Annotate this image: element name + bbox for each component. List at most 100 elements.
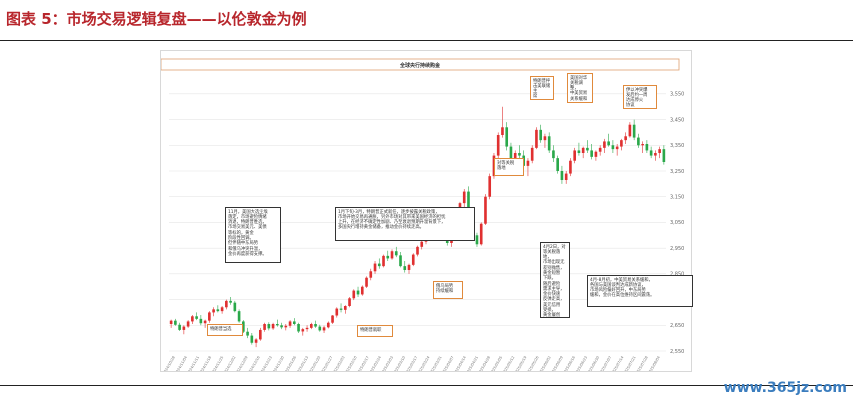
y-axis-tick-labels: 2,5502,6502,7502,8502,9503,0503,1503,250… bbox=[670, 92, 684, 355]
candle-body bbox=[394, 251, 398, 256]
candle-body bbox=[373, 263, 377, 272]
candle-body bbox=[178, 324, 181, 330]
annotation-late-period-note: 4月-8月初，中美贸易关系缓和， 各国与美国谈判达成新协议， 市场风险偏好回升，… bbox=[587, 275, 693, 307]
candle-body bbox=[276, 324, 279, 326]
candle bbox=[411, 253, 415, 267]
candle-body bbox=[649, 150, 653, 156]
candle-body bbox=[352, 290, 356, 299]
candle-body bbox=[581, 147, 585, 153]
x-tick-label: 2025/07/28 bbox=[635, 355, 649, 371]
x-tick-label: 2025/03/31 bbox=[429, 356, 443, 372]
candle bbox=[297, 322, 300, 333]
candle-body bbox=[598, 147, 602, 152]
candle bbox=[581, 146, 585, 159]
candle-body bbox=[628, 124, 632, 137]
annotation-january-note: 1月下旬-3月，特朗普正式就任，逐步披露关税政策， 市场开始交易再通胀，另外市场… bbox=[335, 207, 475, 241]
candle bbox=[301, 327, 305, 336]
chart-frame: 全球央行持续购金 2,5502,6502,7502,8502,9503,0503… bbox=[160, 50, 693, 372]
candle bbox=[259, 327, 262, 341]
candle-body bbox=[191, 316, 194, 322]
candle bbox=[331, 315, 334, 324]
candle bbox=[573, 147, 576, 164]
candle-body bbox=[594, 151, 598, 157]
candle-body bbox=[242, 321, 245, 332]
candle bbox=[607, 133, 610, 147]
candle-body bbox=[259, 329, 262, 340]
candle-body bbox=[339, 308, 343, 310]
candle-body bbox=[420, 241, 424, 247]
candle-body bbox=[369, 271, 373, 278]
candle-body bbox=[208, 312, 211, 321]
candle bbox=[250, 333, 254, 345]
candle-body bbox=[637, 137, 640, 146]
candle-body bbox=[186, 321, 190, 327]
candle-body bbox=[254, 339, 258, 343]
candle-body bbox=[654, 153, 657, 156]
x-tick-label: 2025/04/14 bbox=[453, 355, 467, 371]
candle-body bbox=[195, 316, 198, 319]
candle bbox=[263, 322, 266, 332]
candle bbox=[641, 141, 644, 153]
candle bbox=[399, 252, 402, 268]
candle bbox=[246, 327, 249, 339]
candle bbox=[594, 150, 598, 161]
candle-body bbox=[496, 135, 500, 156]
x-tick-label: 2024/11/18 bbox=[198, 355, 212, 371]
candle bbox=[280, 322, 283, 330]
candle bbox=[632, 119, 636, 141]
candle bbox=[420, 240, 424, 250]
y-tick-label: 3,550 bbox=[670, 92, 684, 98]
candle-body bbox=[543, 136, 547, 141]
candle bbox=[186, 320, 190, 328]
candle bbox=[254, 338, 258, 348]
candle-body bbox=[564, 173, 568, 180]
candle-body bbox=[620, 140, 623, 147]
y-tick-label: 2,650 bbox=[670, 323, 684, 329]
y-tick-label: 3,050 bbox=[670, 220, 684, 226]
candle bbox=[365, 276, 368, 288]
candle bbox=[577, 142, 581, 156]
candle bbox=[509, 142, 513, 161]
x-tick-label: 2025/07/21 bbox=[623, 356, 637, 372]
candle-body bbox=[314, 324, 317, 327]
candle bbox=[390, 249, 394, 260]
x-tick-label: 2024/12/16 bbox=[247, 355, 261, 371]
x-tick-label: 2025/03/10 bbox=[392, 355, 406, 371]
candle-body bbox=[237, 311, 241, 322]
candle-body bbox=[624, 136, 627, 141]
candle bbox=[603, 138, 606, 153]
candle-body bbox=[475, 235, 479, 245]
candle bbox=[518, 145, 521, 159]
annotation-november-note: 11月，美国大选尘埃 落定，市场避险情绪 消退，特朗普胜选， 市场交易美元、美债… bbox=[225, 207, 281, 263]
candle-body bbox=[513, 153, 517, 159]
y-tick-label: 3,250 bbox=[670, 169, 684, 175]
candle bbox=[615, 144, 619, 156]
x-tick-label: 2025/06/23 bbox=[574, 356, 588, 372]
candle bbox=[645, 140, 649, 153]
x-tick-label: 2025/01/06 bbox=[283, 355, 297, 371]
candle bbox=[658, 146, 661, 159]
candle-body bbox=[399, 255, 402, 267]
candle-body bbox=[267, 324, 271, 329]
x-tick-label: 2025/05/05 bbox=[489, 356, 503, 372]
candle-body bbox=[356, 290, 360, 295]
candle bbox=[169, 319, 173, 328]
figure-title: 图表 5：市场交易逻辑复盘——以伦敦金为例 bbox=[6, 10, 307, 28]
candle bbox=[394, 246, 398, 258]
candle-body bbox=[225, 300, 228, 308]
x-tick-label: 2025/07/07 bbox=[599, 356, 613, 372]
candle-body bbox=[174, 320, 177, 325]
candle-body bbox=[318, 326, 322, 331]
candle-body bbox=[535, 129, 538, 148]
candle bbox=[403, 261, 407, 273]
candle-body bbox=[263, 324, 266, 330]
x-tick-label: 2025/02/17 bbox=[356, 356, 370, 372]
x-tick-label: 2025/04/21 bbox=[465, 356, 479, 372]
candle bbox=[203, 319, 207, 328]
chart-title: 全球央行持续购金 bbox=[399, 62, 441, 69]
candle-body bbox=[539, 129, 543, 141]
candle-body bbox=[335, 308, 339, 316]
x-tick-label: 2024/11/11 bbox=[186, 356, 200, 372]
candle bbox=[343, 305, 347, 314]
x-tick-label: 2025/06/09 bbox=[550, 355, 564, 371]
